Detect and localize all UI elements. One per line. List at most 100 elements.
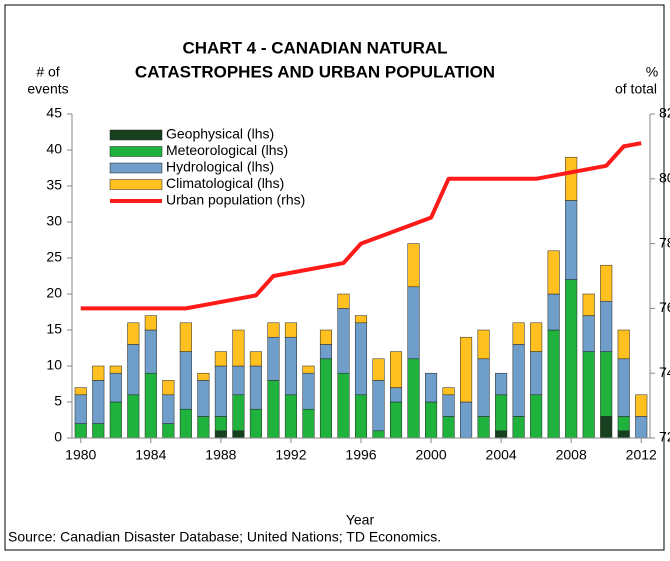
bar-segment [512, 322, 525, 345]
bar-segment [582, 293, 595, 316]
bar-segment [530, 351, 543, 396]
bar-segment [302, 365, 315, 374]
bar-segment [284, 322, 297, 338]
bar-segment [144, 329, 157, 374]
bar-segment [372, 380, 385, 432]
bar-segment [74, 394, 87, 424]
bar-segment [127, 322, 140, 345]
bar-segment [565, 156, 578, 201]
bar-segment [127, 344, 140, 396]
bar-segment [302, 372, 315, 410]
bar-segment [319, 344, 332, 360]
bar-segment [267, 322, 280, 338]
bar-segment [337, 293, 350, 309]
bar-segment [407, 286, 420, 360]
y2-tick-label: 72 [659, 429, 670, 445]
y-tick-label: 45 [46, 105, 62, 121]
y-tick-label: 30 [46, 213, 62, 229]
frame [4, 4, 665, 551]
bar-segment [284, 336, 297, 396]
bar-segment [232, 430, 245, 439]
bar-segment [390, 351, 403, 388]
legend-swatch [109, 129, 163, 141]
bar-segment [477, 358, 490, 417]
bar-segment [617, 416, 630, 432]
bar-segment [74, 387, 87, 396]
bar-segment [582, 315, 595, 352]
x-axis-title: Year [346, 512, 375, 528]
bar-segment [162, 394, 175, 424]
chart-title: CHART 4 - CANADIAN NATURAL [182, 38, 447, 57]
y2-axis-title: % [646, 64, 658, 80]
bar-segment [495, 394, 508, 432]
bar-segment [284, 394, 297, 439]
bar-segment [390, 387, 403, 403]
bar-segment [547, 329, 560, 439]
bar-segment [407, 243, 420, 288]
legend-swatch [109, 162, 163, 174]
bar-segment [232, 394, 245, 432]
bar-segment [600, 351, 613, 417]
x-tick-label: 2000 [415, 447, 446, 463]
source: Source: Canadian Disaster Database; Unit… [8, 529, 441, 545]
legend-label: Meteorological (lhs) [166, 142, 288, 158]
bar-segment [92, 423, 105, 439]
bar-segment [600, 416, 613, 439]
legend-swatch [109, 146, 163, 157]
bar-segment [354, 394, 368, 439]
bar-segment [600, 264, 613, 302]
bar-segment [232, 329, 245, 367]
x-tick-label: 2004 [486, 447, 517, 463]
x-tick-label: 1992 [275, 447, 306, 463]
bar-segment [442, 416, 455, 439]
bar-segment [477, 416, 490, 439]
y-tick-label: 40 [46, 141, 62, 157]
bar-segment [214, 416, 227, 432]
y2-tick-label: 80 [659, 170, 670, 186]
legend-label: Hydrological (lhs) [166, 159, 274, 175]
bar-segment [214, 351, 227, 367]
bar-segment [109, 372, 122, 403]
bar-segment [460, 336, 473, 403]
bar-segment [249, 408, 262, 439]
bar-segment [582, 351, 595, 439]
bar-segment [249, 365, 262, 410]
bar-segment [162, 380, 175, 396]
x-tick-label: 1984 [135, 447, 166, 463]
y-tick-label: 35 [46, 177, 62, 193]
bar-segment [390, 401, 403, 439]
y2-axis-title: of total [615, 81, 657, 97]
y-tick-label: 25 [46, 249, 62, 265]
bar-segment [109, 401, 122, 439]
bar-segment [530, 394, 543, 439]
bar-segment [460, 401, 473, 439]
bar-segment [214, 365, 227, 417]
legend-label: Urban population (rhs) [166, 192, 305, 208]
bar-segment [617, 329, 630, 360]
y-axis-title: # of [36, 64, 59, 80]
y-tick-label: 0 [54, 429, 62, 445]
legend-label: Climatological (lhs) [166, 175, 284, 191]
bar-segment [214, 430, 227, 439]
bar-segment [547, 250, 560, 295]
bar-segment [197, 416, 210, 439]
bar-segment [442, 387, 455, 396]
bar-segment [512, 416, 525, 439]
bar-segment [319, 329, 332, 345]
x-tick-label: 1988 [205, 447, 236, 463]
bar-segment [407, 358, 420, 439]
y2-tick-label: 76 [659, 299, 670, 315]
y-tick-label: 20 [46, 285, 62, 301]
bar-segment [354, 322, 368, 396]
y-tick-label: 5 [54, 393, 62, 409]
bar-segment [337, 308, 350, 374]
bar-segment [267, 336, 280, 381]
bar-segment [144, 315, 157, 331]
bar-segment [495, 430, 508, 439]
y-tick-label: 10 [46, 357, 62, 373]
bar-segment [92, 380, 105, 424]
x-tick-label: 1980 [65, 447, 96, 463]
bar-segment [372, 358, 385, 381]
bar-segment [477, 329, 490, 360]
